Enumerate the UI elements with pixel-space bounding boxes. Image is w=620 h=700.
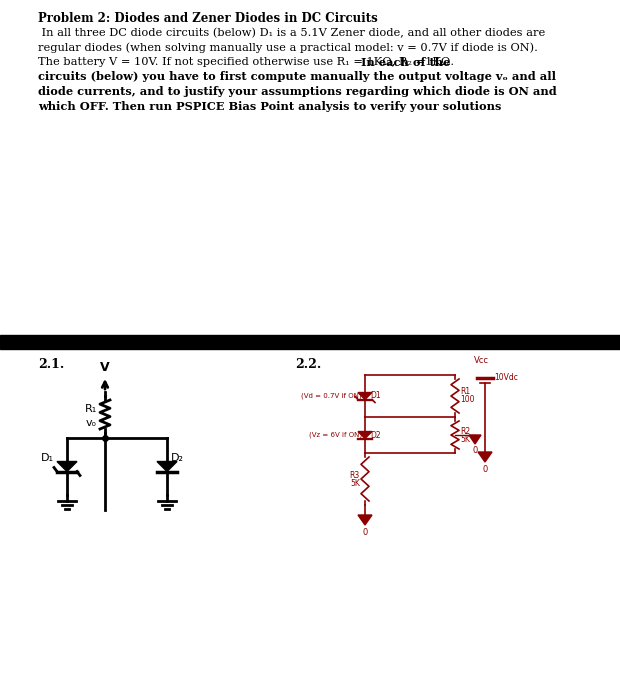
Text: 2.2.: 2.2. <box>295 358 321 371</box>
Text: 5K: 5K <box>350 479 360 487</box>
Text: In all three DC diode circuits (below) D₁ is a 5.1V Zener diode, and all other d: In all three DC diode circuits (below) D… <box>38 28 545 38</box>
Text: diode currents, and to justify your assumptions regarding which diode is ON and: diode currents, and to justify your assu… <box>38 86 557 97</box>
Text: 0: 0 <box>472 446 477 455</box>
Text: V: V <box>100 361 110 374</box>
Polygon shape <box>469 435 481 444</box>
Text: 0: 0 <box>482 465 487 474</box>
Polygon shape <box>157 461 177 472</box>
Text: In each of the: In each of the <box>361 57 450 68</box>
Polygon shape <box>358 431 372 438</box>
Text: R2: R2 <box>460 426 470 435</box>
Polygon shape <box>358 393 372 400</box>
Text: 5K: 5K <box>460 435 470 444</box>
Text: (Vd = 0.7V if ON): (Vd = 0.7V if ON) <box>301 393 362 399</box>
Text: R1: R1 <box>460 388 470 396</box>
Text: D₁: D₁ <box>41 453 54 463</box>
Polygon shape <box>358 515 372 525</box>
Text: D1: D1 <box>370 391 381 400</box>
Text: Problem 2: Diodes and Zener Diodes in DC Circuits: Problem 2: Diodes and Zener Diodes in DC… <box>38 12 378 25</box>
Polygon shape <box>57 461 77 472</box>
Polygon shape <box>478 452 492 462</box>
Text: which OFF. Then run PSPICE Bias Point analysis to verify your solutions: which OFF. Then run PSPICE Bias Point an… <box>38 101 502 111</box>
Text: Vcc: Vcc <box>474 356 489 365</box>
Text: 100: 100 <box>460 395 474 405</box>
Text: R3: R3 <box>350 470 360 480</box>
Text: R₁: R₁ <box>85 405 97 414</box>
Text: The battery V = 10V. If not specified otherwise use R₁ = 1KΩ, R₂ =1KΩ.: The battery V = 10V. If not specified ot… <box>38 57 458 67</box>
Text: circuits (below) you have to first compute manually the output voltage vₒ and al: circuits (below) you have to first compu… <box>38 71 556 83</box>
Bar <box>0 335 620 349</box>
Text: (Vz = 6V if ON): (Vz = 6V if ON) <box>309 432 362 438</box>
Text: D2: D2 <box>370 430 381 440</box>
Text: 10Vdc: 10Vdc <box>494 374 518 382</box>
Text: 0: 0 <box>362 528 368 537</box>
Text: vₒ: vₒ <box>86 417 97 428</box>
Text: regular diodes (when solving manually use a practical model: v⁤ = 0.7V if diode : regular diodes (when solving manually us… <box>38 43 538 53</box>
Text: 2.1.: 2.1. <box>38 358 64 371</box>
Text: D₂: D₂ <box>171 453 184 463</box>
